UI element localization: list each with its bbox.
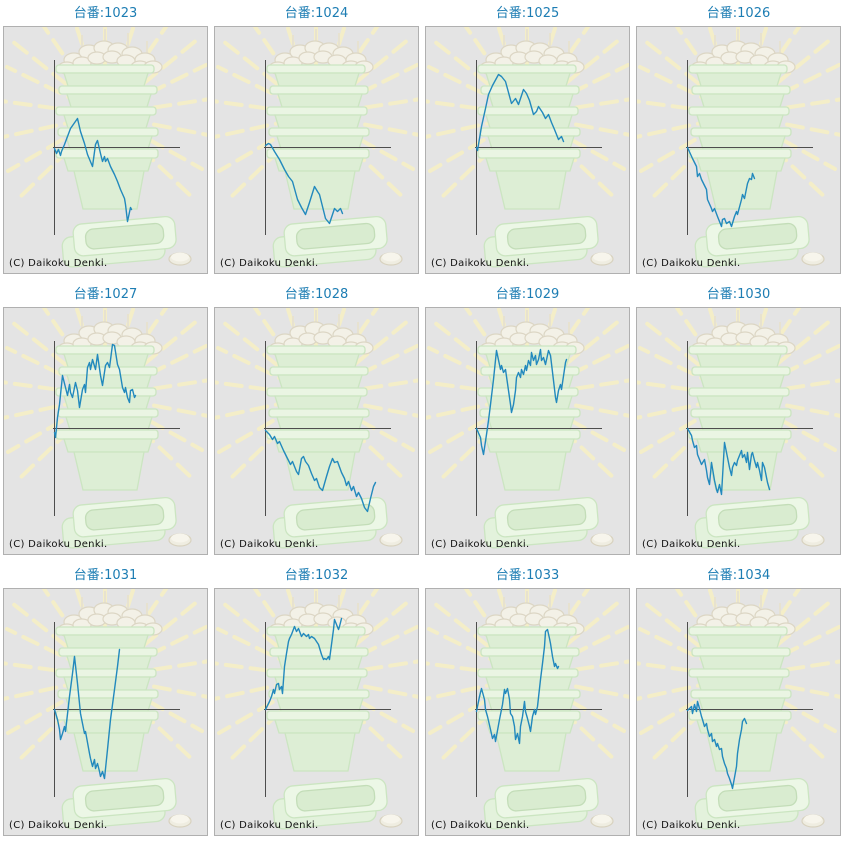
slump-chart[interactable]: (C) Daikoku Denki. <box>3 307 208 555</box>
slump-graph-svg <box>426 308 629 551</box>
machine-number-link[interactable]: 台番:1029 <box>495 287 560 302</box>
slump-graph-svg <box>4 27 207 270</box>
machine-number-link[interactable]: 台番:1028 <box>284 287 349 302</box>
slump-graph-svg <box>637 27 840 270</box>
slump-line <box>264 429 377 513</box>
slump-chart[interactable]: (C) Daikoku Denki. <box>3 26 208 274</box>
machine-number-link[interactable]: 台番:1026 <box>706 6 771 21</box>
slump-graph-svg <box>426 27 629 270</box>
slump-graph-svg <box>426 589 629 832</box>
copyright-label: (C) Daikoku Denki. <box>9 539 108 550</box>
copyright-label: (C) Daikoku Denki. <box>642 258 741 269</box>
copyright-label: (C) Daikoku Denki. <box>431 820 530 831</box>
slump-chart[interactable]: (C) Daikoku Denki. <box>214 307 419 555</box>
machine-number-link[interactable]: 台番:1032 <box>284 568 349 583</box>
machine-cell: 台番:1023 (C) Daikoku Denki. <box>0 0 211 281</box>
slump-graph-svg <box>215 27 418 270</box>
machine-number-link[interactable]: 台番:1030 <box>706 287 771 302</box>
slump-chart[interactable]: (C) Daikoku Denki. <box>214 588 419 836</box>
copyright-label: (C) Daikoku Denki. <box>220 820 319 831</box>
slump-chart[interactable]: (C) Daikoku Denki. <box>214 26 419 274</box>
machine-cell: 台番:1025 (C) Daikoku Denki. <box>422 0 633 281</box>
copyright-label: (C) Daikoku Denki. <box>642 539 741 550</box>
machine-number-link[interactable]: 台番:1031 <box>73 568 138 583</box>
slump-graph-svg <box>4 308 207 551</box>
slump-chart[interactable]: (C) Daikoku Denki. <box>3 588 208 836</box>
copyright-label: (C) Daikoku Denki. <box>220 258 319 269</box>
machine-cell: 台番:1027 (C) Daikoku Denki. <box>0 281 211 562</box>
copyright-label: (C) Daikoku Denki. <box>431 258 530 269</box>
machine-cell: 台番:1034 (C) Daikoku Denki. <box>633 562 844 843</box>
slump-graph-svg <box>215 308 418 551</box>
slump-chart[interactable]: (C) Daikoku Denki. <box>636 588 841 836</box>
slump-chart[interactable]: (C) Daikoku Denki. <box>425 26 630 274</box>
slump-line <box>475 348 568 456</box>
slump-graph-svg <box>637 589 840 832</box>
slump-line <box>53 648 121 780</box>
slump-line <box>686 146 756 228</box>
machine-number-link[interactable]: 台番:1024 <box>284 6 349 21</box>
slump-line <box>264 142 344 225</box>
copyright-label: (C) Daikoku Denki. <box>9 258 108 269</box>
machine-cell: 台番:1028 (C) Daikoku Denki. <box>211 281 422 562</box>
slump-line <box>686 700 748 790</box>
machine-cell: 台番:1026 (C) Daikoku Denki. <box>633 0 844 281</box>
machine-number-link[interactable]: 台番:1034 <box>706 568 771 583</box>
machine-number-link[interactable]: 台番:1027 <box>73 287 138 302</box>
slump-chart[interactable]: (C) Daikoku Denki. <box>636 307 841 555</box>
machine-cell: 台番:1029 (C) Daikoku Denki. <box>422 281 633 562</box>
slump-chart[interactable]: (C) Daikoku Denki. <box>425 588 630 836</box>
machine-cell: 台番:1031 (C) Daikoku Denki. <box>0 562 211 843</box>
copyright-label: (C) Daikoku Denki. <box>642 820 741 831</box>
machine-number-link[interactable]: 台番:1025 <box>495 6 560 21</box>
copyright-label: (C) Daikoku Denki. <box>220 539 319 550</box>
machine-cell: 台番:1033 (C) Daikoku Denki. <box>422 562 633 843</box>
machine-cell: 台番:1032 (C) Daikoku Denki. <box>211 562 422 843</box>
slump-line <box>264 617 343 711</box>
slump-line <box>53 117 133 223</box>
machine-cell: 台番:1024 (C) Daikoku Denki. <box>211 0 422 281</box>
slump-graph-svg <box>215 589 418 832</box>
slump-line <box>53 343 137 439</box>
slump-line <box>475 73 565 152</box>
copyright-label: (C) Daikoku Denki. <box>9 820 108 831</box>
machine-number-link[interactable]: 台番:1033 <box>495 568 560 583</box>
machine-cell: 台番:1030 (C) Daikoku Denki. <box>633 281 844 562</box>
slump-line <box>686 427 771 496</box>
machine-number-link[interactable]: 台番:1023 <box>73 6 138 21</box>
slump-graph-svg <box>4 589 207 832</box>
slump-chart[interactable]: (C) Daikoku Denki. <box>636 26 841 274</box>
copyright-label: (C) Daikoku Denki. <box>431 539 530 550</box>
slump-graph-svg <box>637 308 840 551</box>
slump-line <box>475 628 560 745</box>
slump-chart[interactable]: (C) Daikoku Denki. <box>425 307 630 555</box>
